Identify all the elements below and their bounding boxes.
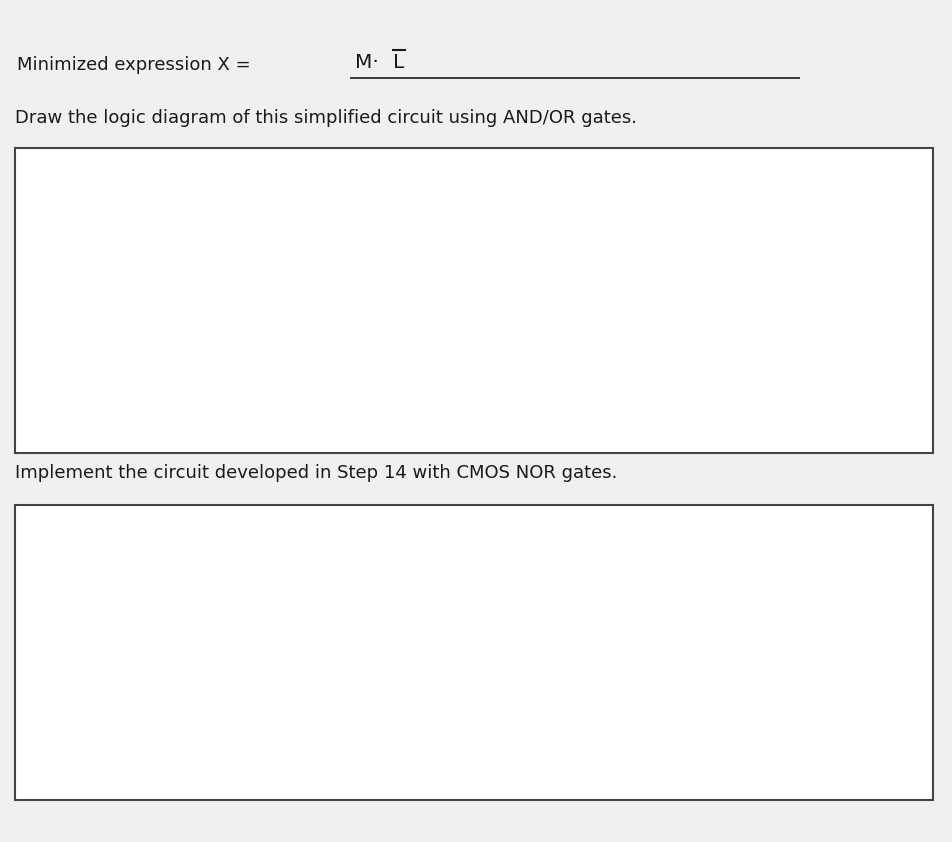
Text: Draw the logic diagram of this simplified circuit using AND/OR gates.: Draw the logic diagram of this simplifie… [15,109,637,127]
Text: Implement the circuit developed in Step 14 with CMOS NOR gates.: Implement the circuit developed in Step … [15,464,618,482]
Bar [15,505,933,800]
Text: Minimized expression X =: Minimized expression X = [17,56,250,74]
Text: M·: M· [355,52,379,72]
Bar [15,148,933,453]
Text: L: L [393,52,405,72]
